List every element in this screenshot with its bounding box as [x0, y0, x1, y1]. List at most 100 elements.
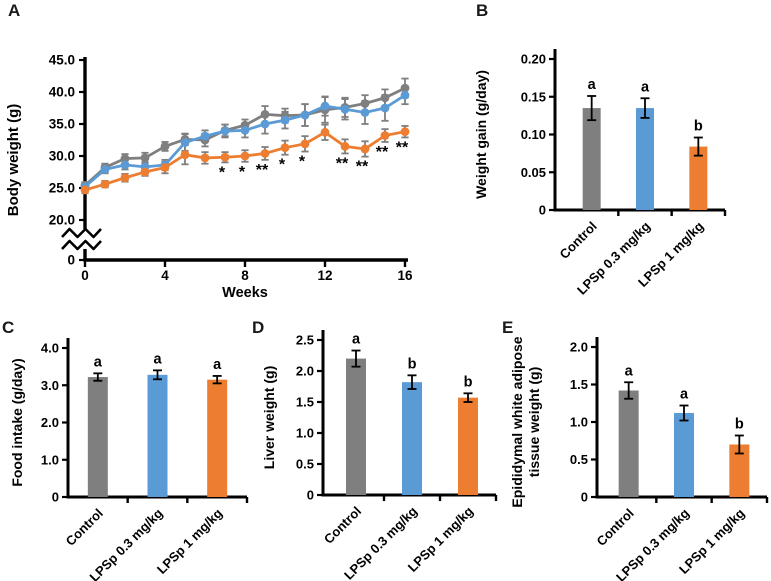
y-axis-title: Food intake (g/day) [9, 358, 25, 486]
significance-letter: a [153, 351, 162, 367]
significance-mark: * [279, 157, 286, 174]
y-tick-label: 1.0 [570, 415, 588, 430]
significance-letter: a [680, 387, 689, 403]
panel-d-liver-weight: D 2.5 2.0 1.5 1.0 0.5 0 a Control b LPSp 0.3 mg/k… [248, 315, 506, 581]
x-tick-label: 4 [161, 268, 169, 283]
bar-Control [87, 377, 108, 497]
y-tick-label: 0.05 [521, 165, 546, 180]
y-tick-label: 0.20 [521, 52, 546, 67]
y-tick-label: 1.0 [296, 426, 314, 441]
y-tick-label: 25.0 [49, 181, 75, 196]
category-label: Control [63, 506, 106, 549]
bar-LPSp 1 mg/kg [458, 397, 478, 495]
significance-mark: * [219, 164, 226, 181]
x-tick-label: 8 [241, 268, 249, 283]
panel-c-food-intake: C 4.0 3.0 2.0 1.0 0 a Control a LPSp 0.3 mg/kg a L… [0, 315, 258, 581]
significance-letter: b [408, 356, 417, 372]
error-bar [93, 372, 103, 382]
bar-Control [582, 108, 601, 210]
markers-LPSp 1 mg/kg [80, 127, 410, 195]
bar-LPSp 0.3 mg/kg [636, 108, 654, 210]
y-tick-label: 0.5 [570, 452, 588, 467]
panel-c-letter: C [2, 318, 15, 337]
y-tick-label: 0.10 [521, 127, 546, 142]
category-label: Control [556, 219, 599, 262]
significance-letter: b [735, 417, 744, 433]
category-label: Control [593, 506, 636, 549]
panel-e-adipose-weight: E 2.0 1.5 1.0 0.5 0 a Control a LPSp 0.3 mg/kg b L… [498, 315, 771, 581]
significance-letter: a [588, 77, 597, 93]
significance-mark: ** [256, 162, 269, 179]
error-bar [640, 97, 650, 119]
bar-Control [346, 358, 366, 495]
significance-mark: * [239, 164, 246, 181]
y-tick-label: 0.15 [521, 89, 546, 104]
error-bar [624, 381, 634, 400]
panel-d-letter: D [252, 318, 265, 337]
y-tick-label: 30.0 [49, 149, 75, 164]
error-bar [693, 136, 703, 157]
significance-mark: ** [336, 155, 349, 172]
y-tick-label: 20.0 [49, 213, 75, 228]
bar-LPSp 1 mg/kg [729, 444, 750, 497]
y-tick-label: 0 [52, 490, 59, 505]
significance-letter: a [625, 363, 634, 379]
bar-LPSp 0.3 mg/kg [402, 382, 422, 495]
panel-b-weight-gain: B 0.20 0.15 0.10 0.05 0 a Control a LPSp 0.3 mg/… [460, 0, 771, 312]
y-tick-label: 4.0 [41, 341, 59, 356]
x-tick-label: 0 [81, 268, 89, 283]
significance-letter: a [94, 354, 103, 370]
panel-e-letter: E [502, 318, 514, 337]
error-bar [153, 369, 162, 381]
significance-mark: * [299, 154, 306, 171]
panel-b-letter: B [476, 1, 489, 20]
y-tick-label: 2.0 [296, 364, 314, 379]
y-axis-title: Epididymal white adiposetissue weight (g… [509, 336, 542, 507]
bar-LPSp 0.3 mg/kg [147, 374, 168, 497]
bar-LPSp 1 mg/kg [207, 379, 228, 497]
significance-mark: ** [356, 159, 369, 176]
bar-LPSp 0.3 mg/kg [674, 413, 694, 497]
y-axis-title: Weight gain (g/day) [473, 70, 489, 199]
x-axis-title: Weeks [222, 285, 268, 301]
y-tick-label: 0 [307, 488, 314, 503]
category-label: Control [321, 504, 364, 547]
panel-a-body-weight: A 45.0 40.0 35.0 30.0 25.0 20.0 0 0 4 8 12 16 Weeks B… [0, 0, 465, 312]
axis-break-squiggle [61, 227, 102, 239]
axis-break-squiggle [61, 239, 102, 251]
y-tick-label: 45.0 [49, 53, 75, 68]
significance-mark: ** [376, 144, 389, 161]
panel-a-letter: A [8, 1, 21, 20]
significance-mark: ** [396, 139, 409, 156]
markers-LPSp 0.3 mg/kg [80, 90, 410, 192]
significance-letter: a [352, 332, 361, 348]
y-tick-label: 2.5 [296, 333, 314, 348]
y-axis-title: Liver weight (g) [261, 366, 277, 469]
body-weight-line-chart: 45.0 40.0 35.0 30.0 25.0 20.0 00 4 8 12 16 Weeks Bod… [5, 53, 413, 302]
y-tick-label: 0.5 [296, 457, 314, 472]
error-bar [587, 95, 597, 122]
y-tick-label: 0 [67, 253, 75, 268]
x-tick-label: 16 [397, 268, 413, 283]
y-tick-label: 2.0 [41, 415, 59, 430]
significance-letter: a [641, 79, 650, 95]
y-tick-label: 35.0 [49, 117, 75, 132]
significance-letter: b [464, 374, 473, 390]
y-axis-title: Body weight (g) [5, 104, 22, 217]
error-bar [351, 349, 361, 368]
y-tick-label: 40.0 [49, 85, 75, 100]
y-tick-label: 1.5 [296, 395, 314, 410]
bar-LPSp 1 mg/kg [689, 146, 708, 210]
y-tick-label: 0 [539, 203, 546, 218]
significance-letter: a [213, 357, 222, 373]
y-tick-label: 0 [581, 490, 588, 505]
error-bar [463, 392, 473, 403]
error-bar [679, 404, 689, 422]
x-tick-label: 12 [317, 268, 332, 283]
y-tick-label: 2.0 [570, 340, 588, 355]
y-tick-label: 1.5 [570, 377, 588, 392]
